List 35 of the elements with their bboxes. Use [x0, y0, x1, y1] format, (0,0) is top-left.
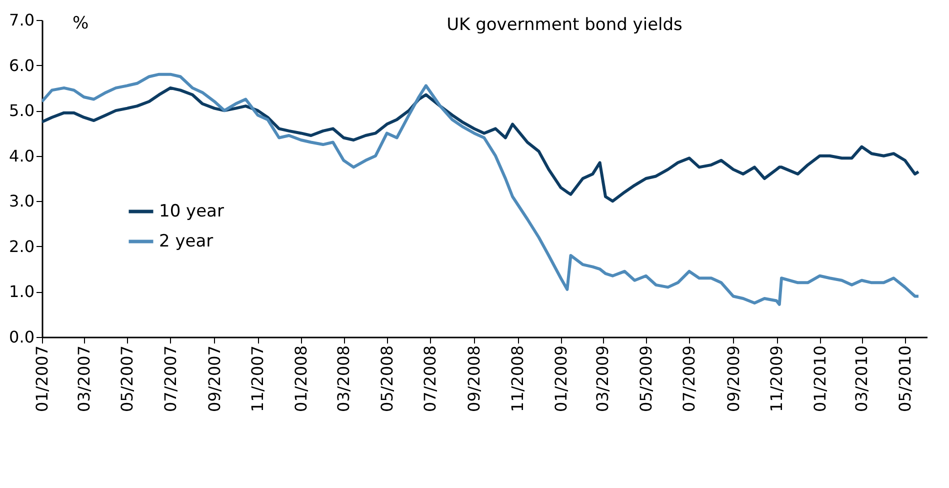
- y-axis-title: %: [72, 14, 89, 34]
- x-tick-label: 07/2008: [420, 346, 440, 412]
- x-tick-label: 03/2008: [334, 346, 354, 412]
- x-tick-label: 01/2010: [810, 346, 830, 412]
- x-tick-label: 05/2008: [377, 346, 396, 412]
- x-tick-label: 09/2007: [204, 346, 224, 412]
- x-tick-label: 05/2007: [118, 346, 137, 412]
- x-tick-label: 01/2009: [551, 346, 570, 412]
- x-tick-label: 11/2009: [767, 346, 786, 412]
- x-tick-label: 11/2007: [248, 346, 268, 412]
- y-tick-label: 1.0: [9, 282, 34, 302]
- y-tick-label: 0.0: [9, 328, 34, 346]
- line-series: [42, 72, 920, 306]
- x-tick-label: 09/2008: [464, 346, 484, 412]
- y-tick-label: 3.0: [9, 192, 34, 211]
- y-tick-label: 5.0: [9, 101, 34, 120]
- x-tick-label: 07/2007: [160, 346, 180, 412]
- y-tick-label: 4.0: [9, 146, 34, 166]
- x-tick-label: 11/2008: [508, 346, 527, 412]
- legend-label: 10 year: [159, 202, 224, 222]
- x-tick-label: 05/2010: [896, 346, 914, 412]
- x-tick-label: 03/2010: [852, 346, 872, 412]
- x-tick-label: 01/2008: [292, 346, 311, 412]
- x-tick-label: 03/2007: [74, 346, 94, 412]
- y-tick-label: 2.0: [9, 236, 34, 256]
- x-tick-label: 03/2009: [593, 346, 612, 412]
- x-tick-label: 07/2009: [680, 346, 699, 412]
- line-series: [42, 86, 920, 203]
- x-tick-label: 01/2007: [32, 346, 52, 412]
- y-tick-label: 7.0: [9, 10, 34, 30]
- legend-label: 2 year: [159, 232, 214, 252]
- chart-title: UK government bond yields: [446, 15, 683, 35]
- x-tick-label: 05/2009: [636, 346, 656, 412]
- x-tick-label: 09/2009: [724, 346, 743, 412]
- y-tick-label: 6.0: [9, 56, 34, 75]
